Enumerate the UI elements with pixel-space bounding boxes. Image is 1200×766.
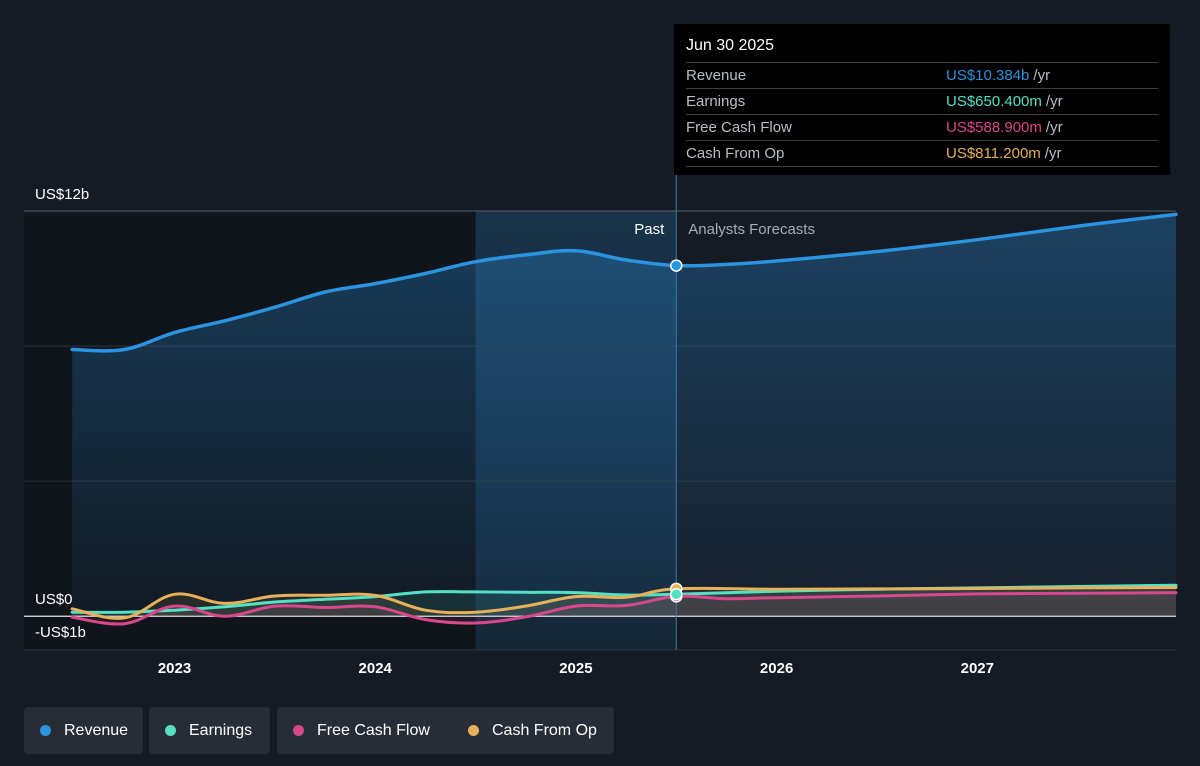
tooltip-row-name: Earnings xyxy=(686,93,746,110)
free-cash-flow-area xyxy=(72,592,1177,625)
series-areas xyxy=(72,214,1177,625)
series-markers xyxy=(670,259,683,603)
tooltip-row-name: Cash From Op xyxy=(686,145,785,162)
revenue-line xyxy=(70,212,1178,353)
y-tick-label: US$0 xyxy=(35,591,73,608)
legend-label: Revenue xyxy=(64,722,129,739)
tooltip-unit: /yr xyxy=(1045,93,1063,110)
y-axis-labels: US$12b US$0 -US$1b xyxy=(35,186,89,641)
free-cash-flow-line xyxy=(70,591,1178,626)
tooltip-row-earnings: Earnings US$650.400m/yr xyxy=(686,88,1158,114)
earnings-area xyxy=(72,585,1177,617)
tooltip-row-revenue: Revenue US$10.384b/yr xyxy=(686,62,1158,88)
forecast-label: Analysts Forecasts xyxy=(688,221,815,238)
legend-label: Free Cash Flow xyxy=(317,722,430,739)
series-lines xyxy=(70,212,1178,626)
tooltip-value-earnings: US$650.400m xyxy=(946,93,1042,110)
legend-item-earnings[interactable]: Earnings xyxy=(149,707,270,754)
tooltip-value-free-cash-flow: US$588.900m xyxy=(946,119,1042,136)
tooltip-unit: /yr xyxy=(1045,119,1063,136)
legend-item-revenue[interactable]: Revenue xyxy=(24,707,143,754)
legend-dot-icon xyxy=(293,725,304,736)
legend-dot-icon xyxy=(468,725,479,736)
legend-dot-icon xyxy=(165,725,176,736)
legend-label: Earnings xyxy=(189,722,253,739)
tooltip-row-name: Free Cash Flow xyxy=(686,119,792,136)
tooltip-row-value: US$650.400m/yr xyxy=(946,89,1063,114)
x-tick-label: 2026 xyxy=(760,660,793,677)
tooltip-value-cash-from-op: US$811.200m xyxy=(946,145,1041,162)
x-axis-labels: 2023 2024 2025 2026 2027 xyxy=(158,660,994,677)
legend-item-cash-from-op[interactable]: Cash From Op xyxy=(452,707,614,754)
x-tick-label: 2024 xyxy=(359,660,393,677)
tooltip-value-revenue: US$10.384b xyxy=(946,67,1030,84)
tooltip-date: Jun 30 2025 xyxy=(686,37,775,54)
revenue-area xyxy=(72,214,1177,617)
legend-label: Cash From Op xyxy=(492,722,597,739)
y-tick-label: -US$1b xyxy=(35,624,86,641)
cash-from-op-line xyxy=(70,586,1178,620)
legend-item-free-cash-flow[interactable]: Free Cash Flow xyxy=(277,707,469,754)
x-tick-label: 2027 xyxy=(961,660,994,677)
earnings-marker xyxy=(670,588,683,601)
tooltip-unit: /yr xyxy=(1044,145,1062,162)
tooltip-row-name: Revenue xyxy=(686,67,747,84)
tooltip-row-cash-from-op: Cash From Op US$811.200m/yr xyxy=(686,140,1158,167)
tooltip-row-value: US$588.900m/yr xyxy=(946,115,1063,140)
tooltip-row-value: US$811.200m/yr xyxy=(946,141,1061,166)
tooltip-row-free-cash-flow: Free Cash Flow US$588.900m/yr xyxy=(686,114,1158,140)
x-tick-label: 2025 xyxy=(559,660,592,677)
tooltip-row-value: US$10.384b/yr xyxy=(946,63,1050,88)
past-label: Past xyxy=(634,221,665,238)
tooltip: Jun 30 2025 Revenue US$10.384b/yr Earnin… xyxy=(674,24,1170,175)
tooltip-unit: /yr xyxy=(1033,67,1051,84)
legend-dot-icon xyxy=(40,725,51,736)
x-tick-label: 2023 xyxy=(158,660,191,677)
y-tick-label: US$12b xyxy=(35,186,89,203)
revenue-marker xyxy=(670,259,683,272)
